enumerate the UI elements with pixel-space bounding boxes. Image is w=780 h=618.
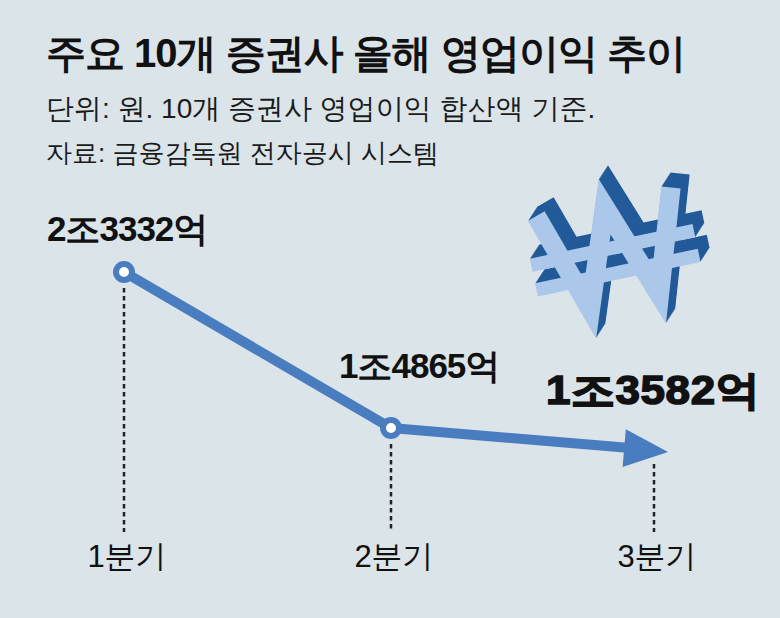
value-label-q1: 2조3332억 [47,206,207,253]
axis-label-q3: 3분기 [617,536,696,578]
infographic: 주요 10개 증권사 올해 영업이익 추이 단위: 원. 10개 증권사 영업이… [0,0,780,618]
won-symbol-3d-icon [500,158,740,348]
value-label-q3: 1조3582억 [546,363,760,418]
axis-label-q1: 1분기 [87,536,166,578]
data-point-q2 [383,420,399,436]
axis-label-q2: 2분기 [354,536,433,578]
arrow-head-icon [623,429,668,467]
data-point-q1 [116,264,132,280]
value-label-q2: 1조4865억 [339,343,499,390]
